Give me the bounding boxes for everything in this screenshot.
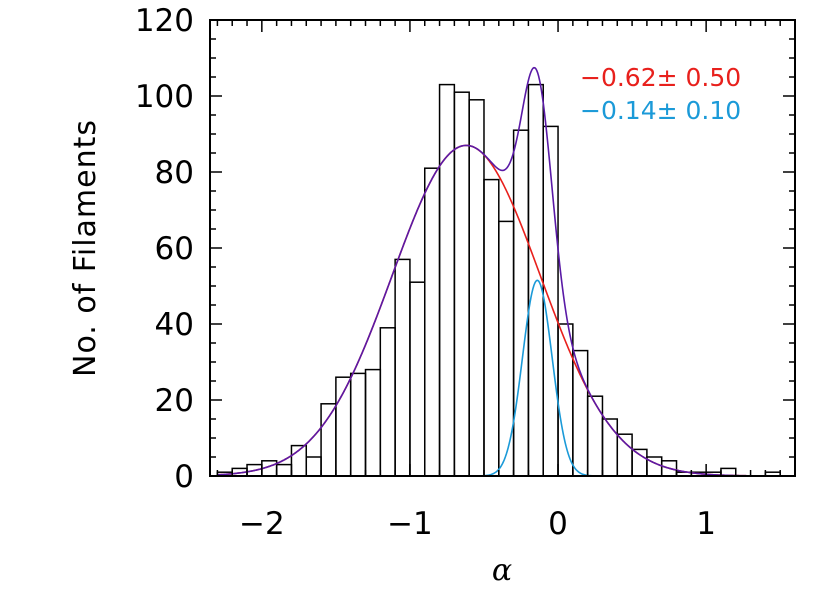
y-tick-label: 120 [135, 3, 194, 39]
histogram-bar [423, 167, 441, 477]
total-fit-curve [217, 66, 788, 477]
y-tick-label: 60 [155, 231, 194, 267]
histogram-bar [275, 463, 293, 477]
x-tick-labels: −2 −1 0 1 [239, 506, 716, 542]
histogram-bar [616, 433, 633, 477]
histogram-bar [631, 448, 648, 477]
y-tick-label: 100 [135, 79, 194, 115]
histogram-bars [216, 83, 781, 477]
y-tick-label: 80 [155, 155, 194, 191]
histogram-bar [557, 323, 574, 477]
histogram-bar [601, 418, 619, 477]
histogram-bar [483, 178, 500, 477]
histogram-bar [379, 327, 396, 477]
histogram-bar [349, 372, 367, 477]
broad-gaussian-fit [217, 144, 788, 477]
histogram-bar [572, 349, 589, 477]
histogram-bar [320, 403, 337, 477]
histogram-bar [364, 368, 382, 477]
fit-label-broad: −0.62± 0.50 [580, 63, 741, 92]
histogram-bar [498, 220, 515, 477]
histogram-bar [512, 129, 530, 477]
x-tick-label: 1 [696, 506, 716, 542]
fit-label-narrow: −0.14± 0.10 [580, 96, 741, 125]
x-axis-title: α [492, 553, 512, 588]
histogram-bar [394, 258, 411, 477]
histogram-bar [453, 91, 470, 477]
histogram-bar [438, 83, 456, 477]
histogram-bar [468, 99, 485, 477]
histogram-bar [409, 281, 426, 477]
plot-frame [209, 19, 796, 477]
histogram-bar [586, 395, 604, 477]
x-tick-label: 0 [548, 506, 568, 542]
y-axis-title: No. of Filaments [68, 119, 103, 377]
y-tick-label: 20 [155, 383, 194, 419]
x-tick-label: −1 [387, 506, 433, 542]
fit-curves [217, 66, 788, 477]
histogram-bar [305, 456, 322, 477]
x-tick-label: −2 [239, 506, 285, 542]
y-tick-labels: 0 20 40 60 80 100 120 [135, 3, 194, 495]
y-tick-label: 40 [155, 307, 194, 343]
y-tick-label: 0 [174, 459, 194, 495]
